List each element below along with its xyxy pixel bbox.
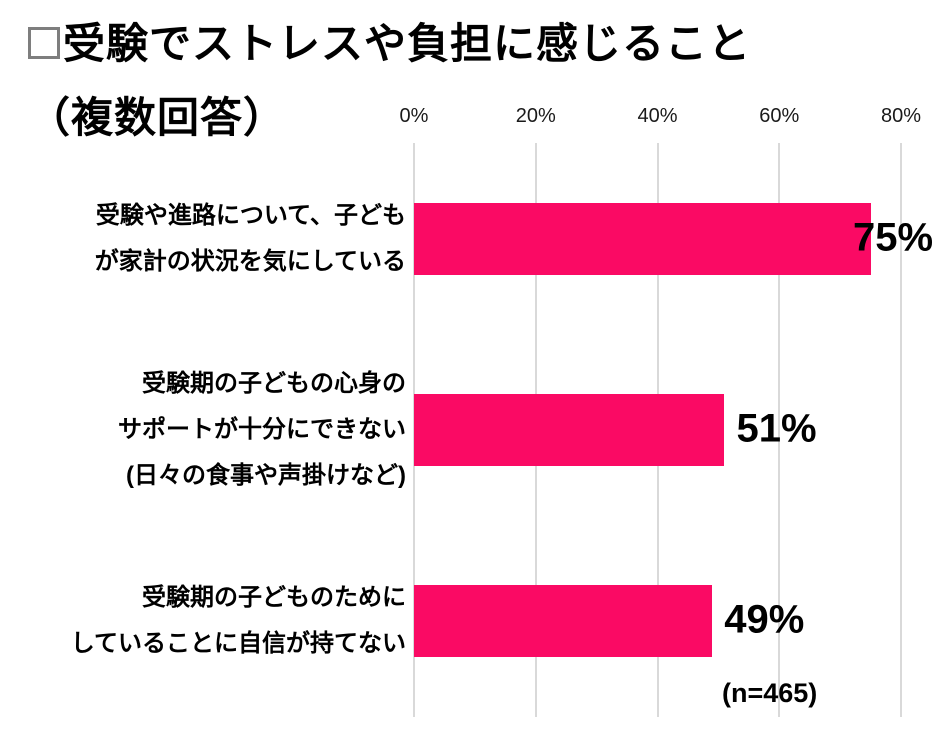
chart-title: 受験でストレスや負担に感じること xyxy=(28,10,751,71)
chart-subtitle: （複数回答） xyxy=(28,94,287,141)
sample-size-note: (n=465) xyxy=(722,678,818,708)
category-label: 受験や進路について、子ども が家計の状況を気にしている xyxy=(95,193,406,285)
x-axis-tick-label: 60% xyxy=(759,105,800,127)
category-label-line: (日々の食事や声掛けなど) xyxy=(126,462,406,489)
x-axis-tick-label: 40% xyxy=(637,105,678,127)
category-label-line: サポートが十分にできない xyxy=(118,416,406,443)
checkbox-square-icon xyxy=(28,27,60,59)
bar xyxy=(414,394,725,466)
value-label: 51% xyxy=(736,406,817,451)
value-label: 75% xyxy=(853,215,934,260)
category-label-line: 受験期の子どもの心身の xyxy=(142,370,406,397)
bar xyxy=(414,202,871,275)
chart-title-text: 受験でストレスや負担に感じること xyxy=(63,20,752,67)
category-label-line: 受験や進路について、子ども xyxy=(95,201,406,229)
gridline xyxy=(778,143,781,717)
value-label: 49% xyxy=(724,597,805,642)
x-axis-tick-label: 80% xyxy=(880,105,922,127)
x-axis-tick-label: 20% xyxy=(515,105,556,127)
category-label-line: 受験期の子どものために xyxy=(142,584,406,612)
x-axis-tick-label: 0% xyxy=(399,105,429,127)
category-label: 受験期の子どもの心身のサポートが十分にできない (日々の食事や声掛けなど) xyxy=(118,361,406,499)
bar xyxy=(414,585,713,658)
gridline xyxy=(900,143,902,717)
category-label-line: が家計の状況を気にしている xyxy=(94,247,406,275)
category-label: 受験期の子どものためにしていることに自信が持てない xyxy=(71,575,406,667)
category-label-line: していることに自信が持てない xyxy=(70,630,406,658)
